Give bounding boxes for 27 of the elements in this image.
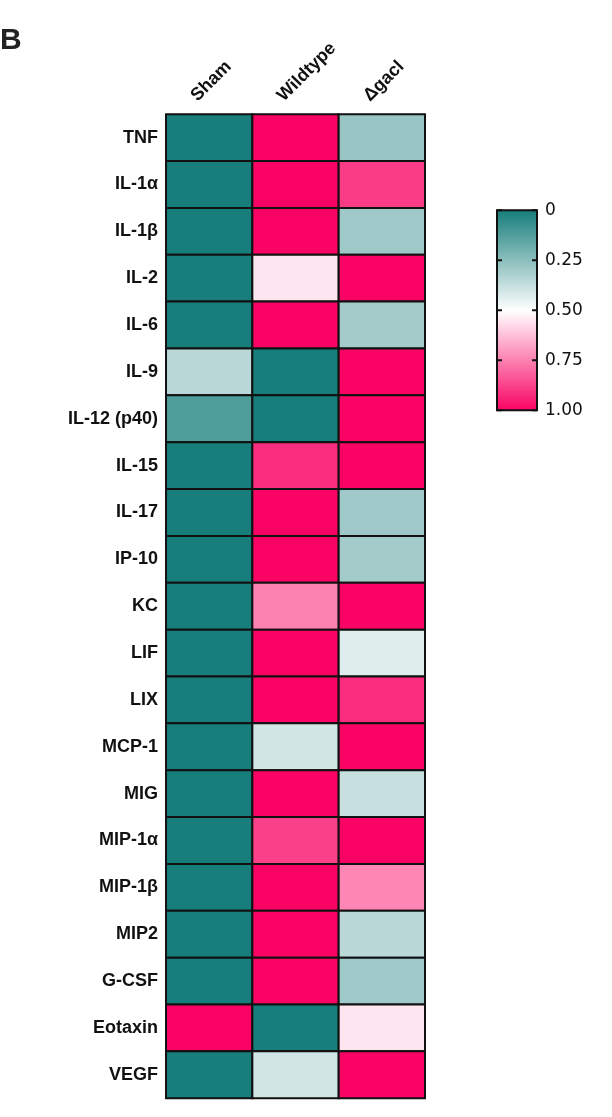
text: B — [0, 22, 22, 56]
y-tick-label: IP-10 — [114, 548, 159, 569]
color-bar-label: 0.25 — [545, 248, 583, 269]
y-tick-label: MIP2 — [116, 923, 159, 944]
y-tick-label: MCP-1 — [102, 735, 159, 756]
y-tick-label: LIX — [130, 688, 159, 709]
y-tick-label: IL-1β — [115, 220, 159, 241]
y-tick-label: TNF — [123, 126, 159, 147]
color-bar-label: 1.00 — [545, 398, 583, 419]
y-tick-label: G-CSF — [102, 970, 159, 991]
y-tick-label: Eotaxin — [93, 1016, 159, 1037]
y-tick-label: IL-2 — [126, 267, 159, 288]
y-tick-label: VEGF — [109, 1063, 159, 1084]
color-bar-label: 0.75 — [545, 348, 583, 369]
y-tick-label: IL-17 — [116, 501, 159, 522]
y-tick-label: MIP-1α — [98, 829, 159, 850]
y-tick-label: IL-9 — [126, 360, 159, 381]
y-tick-label: MIG — [124, 782, 159, 803]
y-tick-label: IL-1α — [114, 173, 159, 194]
y-tick-label: IL-15 — [116, 454, 159, 475]
y-tick-label: IL-6 — [126, 314, 159, 335]
color-bar-label: 0 — [545, 198, 556, 219]
color-bar-label: 0.50 — [545, 298, 583, 319]
y-tick-label: IL-12 (p40) — [67, 407, 159, 428]
y-tick-label: KC — [132, 595, 159, 616]
y-tick-label: LIF — [131, 642, 159, 663]
y-tick-label: MIP-1β — [99, 876, 159, 897]
